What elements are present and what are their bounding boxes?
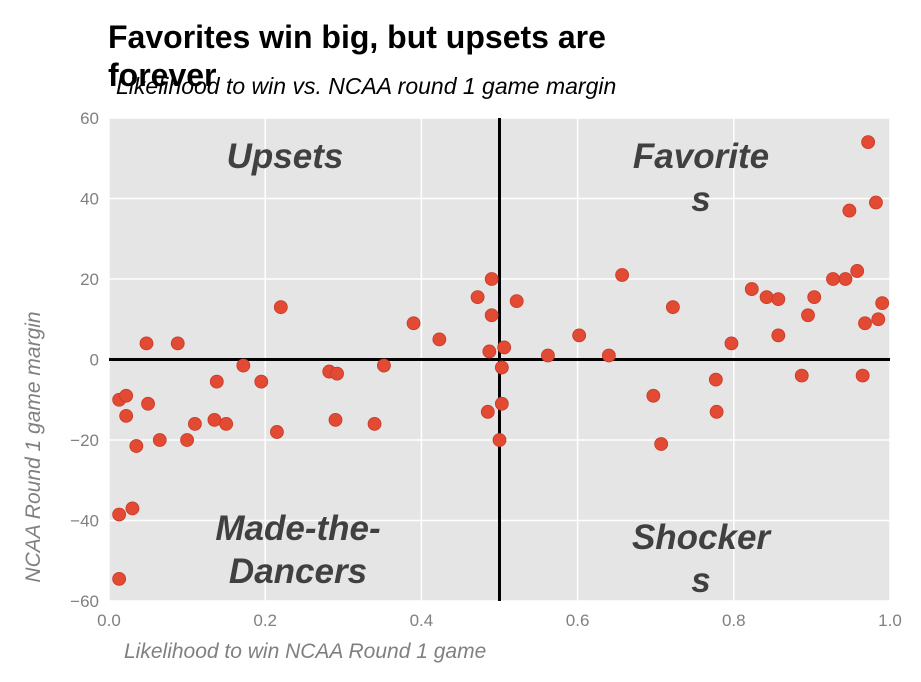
data-point — [838, 272, 853, 286]
data-point — [509, 294, 524, 309]
data-point — [615, 268, 630, 282]
data-point — [541, 348, 555, 363]
data-point — [170, 336, 185, 351]
data-point — [801, 308, 815, 323]
data-point — [826, 272, 840, 286]
data-point — [330, 366, 344, 381]
x-tick-label: 1.0 — [878, 611, 902, 630]
data-point — [861, 135, 876, 150]
data-point — [188, 416, 202, 431]
data-point — [708, 372, 723, 387]
data-point — [850, 264, 865, 278]
data-point — [494, 360, 509, 375]
data-point — [794, 368, 809, 383]
y-tick-label: −60 — [70, 592, 99, 611]
data-point — [484, 308, 499, 323]
data-point — [219, 416, 234, 431]
data-point — [601, 348, 616, 363]
data-point — [180, 433, 195, 447]
reference-lines — [109, 118, 890, 601]
data-point — [494, 396, 509, 411]
data-point — [771, 292, 786, 307]
data-point — [646, 388, 661, 403]
data-point — [492, 433, 507, 447]
x-tick-label: 0.0 — [97, 611, 121, 630]
data-point — [744, 282, 759, 296]
data-point — [328, 412, 343, 427]
y-tick-label: −20 — [70, 431, 99, 450]
data-point — [724, 336, 739, 351]
y-axis-label: NCAA Round 1 game margin — [22, 311, 45, 583]
data-point — [152, 433, 167, 447]
data-point — [112, 507, 127, 522]
data-point — [207, 412, 222, 427]
x-axis-label: Likelihood to win NCAA Round 1 game — [124, 640, 487, 663]
data-points — [112, 135, 890, 586]
data-point — [139, 336, 154, 351]
data-point — [406, 316, 421, 331]
data-point — [119, 388, 134, 403]
data-point — [572, 328, 587, 343]
data-point — [377, 358, 391, 373]
y-tick-label: −40 — [70, 512, 99, 531]
data-point — [665, 300, 680, 315]
x-tick-label: 0.4 — [410, 611, 434, 630]
quadrant-label-favorites: Favorite s — [633, 137, 769, 219]
data-point — [119, 408, 134, 423]
quadrant-label-shockers: Shocker s — [632, 518, 772, 600]
data-point — [484, 272, 499, 286]
chart-subtitle: Likelihood to win vs. NCAA round 1 game … — [116, 73, 617, 99]
data-point — [709, 404, 724, 419]
quadrant-label-made-the-dancers: Made-the-Dancers — [215, 509, 380, 591]
data-point — [654, 437, 669, 451]
axis-ticks: 0.0 0.2 0.4 0.6 0.8 1.0 −60 −40 −20 0 20 40 60 — [70, 109, 902, 630]
data-point — [270, 425, 284, 439]
y-tick-label: 40 — [80, 190, 99, 209]
data-point — [141, 396, 155, 411]
data-point — [855, 368, 870, 383]
data-point — [367, 416, 382, 431]
data-point — [125, 501, 140, 516]
y-tick-label: 20 — [80, 270, 99, 289]
data-point — [759, 290, 774, 305]
data-point — [112, 571, 127, 586]
data-point — [129, 439, 144, 453]
data-point — [871, 312, 886, 327]
data-point — [807, 290, 822, 305]
data-point — [497, 340, 512, 355]
data-point — [858, 316, 872, 331]
data-point — [875, 296, 890, 311]
quadrant-labels: Upsets Favorite s Made-the-Dancers Shocker s — [215, 137, 772, 600]
chart-title: Favorites win big, but upsets are foreve… — [108, 19, 606, 93]
y-tick-label: 60 — [80, 109, 99, 128]
x-tick-label: 0.2 — [253, 611, 277, 630]
data-point — [254, 374, 269, 389]
data-point — [236, 358, 251, 373]
y-tick-label: 0 — [90, 351, 99, 370]
x-tick-label: 0.6 — [566, 611, 590, 630]
data-point — [432, 332, 447, 347]
data-point — [209, 374, 224, 389]
data-point — [869, 195, 883, 210]
data-point — [482, 344, 497, 359]
data-point — [480, 404, 495, 419]
data-point — [273, 300, 288, 315]
data-point — [470, 290, 485, 305]
quadrant-label-upsets: Upsets — [227, 137, 344, 176]
x-tick-label: 0.8 — [722, 611, 746, 630]
data-point — [771, 328, 786, 343]
data-point — [842, 203, 857, 218]
